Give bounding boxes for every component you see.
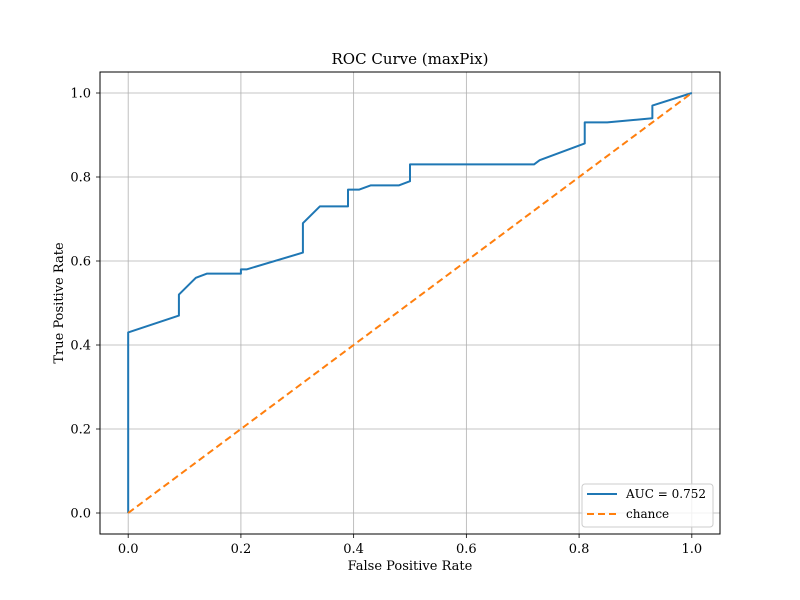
plot-area [127, 92, 693, 514]
x-tick-label: 1.0 [681, 542, 702, 557]
y-tick-label: 0.0 [70, 507, 91, 522]
y-tick-label: 0.4 [70, 339, 91, 354]
chance-line [127, 92, 693, 514]
x-tick-label: 0.4 [343, 542, 364, 557]
y-tick-label: 0.8 [70, 171, 91, 186]
legend-label-auc: AUC = 0.752 [625, 487, 706, 501]
x-tick-label: 0.2 [231, 542, 252, 557]
legend: AUC = 0.752 chance [581, 483, 714, 528]
y-tick-label: 0.2 [70, 423, 91, 438]
x-tick-label: 0.8 [569, 542, 590, 557]
y-axis-label: True Positive Rate [52, 242, 67, 364]
axis-ticks: 0.0 0.2 0.4 0.6 0.8 1.0 0.0 0.2 0.4 0.6 0.8 1.0 [70, 87, 702, 558]
x-tick-label: 0.6 [456, 542, 477, 557]
axes-frame [99, 71, 721, 535]
legend-label-chance: chance [626, 507, 669, 521]
roc-curve-line [127, 92, 693, 513]
chart-title: ROC Curve (maxPix) [332, 50, 489, 68]
x-axis-label: False Positive Rate [348, 559, 473, 574]
y-tick-label: 1.0 [70, 87, 91, 102]
y-tick-label: 0.6 [70, 255, 91, 270]
x-tick-label: 0.0 [118, 542, 139, 557]
